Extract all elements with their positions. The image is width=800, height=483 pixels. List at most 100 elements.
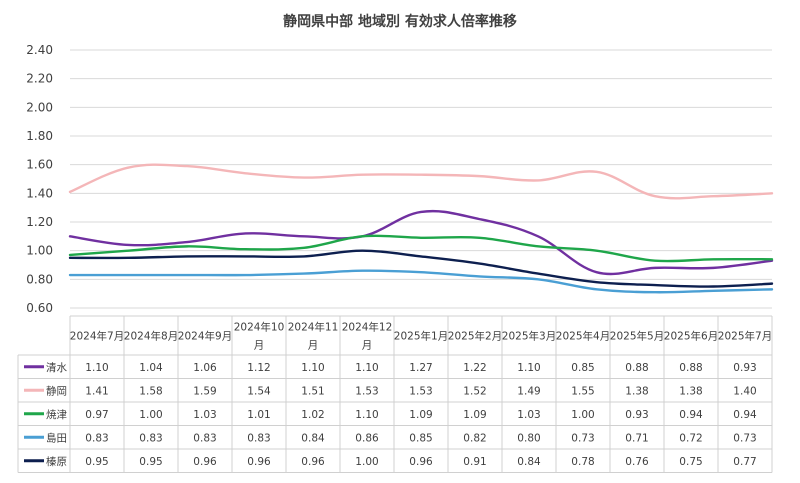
table-cell: 1.58: [139, 385, 162, 397]
y-tick-label: 1.80: [26, 129, 53, 143]
table-cell: 1.27: [409, 362, 432, 374]
table-cell: 1.49: [517, 385, 540, 397]
column-header: 月: [362, 340, 373, 352]
table-cell: 1.06: [193, 362, 217, 374]
table-cell: 0.94: [733, 409, 757, 421]
table-cell: 1.41: [85, 385, 108, 397]
series-line: [68, 269, 774, 294]
series-line: [68, 209, 774, 276]
column-header: 2024年8月: [124, 330, 178, 343]
series-lines: [68, 163, 774, 294]
table-cell: 1.38: [679, 385, 702, 397]
table-cell: 1.53: [409, 385, 432, 397]
table-cell: 1.00: [139, 409, 162, 421]
table-cell: 1.54: [247, 385, 271, 397]
column-header: 月: [308, 340, 319, 352]
table-cell: 0.86: [355, 432, 379, 444]
column-header: 2024年12: [342, 321, 393, 334]
table-cell: 1.04: [139, 362, 163, 374]
table-cell: 0.83: [193, 432, 216, 444]
table-cell: 1.01: [247, 409, 270, 421]
table-cell: 0.96: [193, 456, 217, 468]
series-label: 榛原: [46, 455, 67, 468]
table-cell: 1.10: [85, 362, 108, 374]
table-cell: 0.93: [733, 362, 756, 374]
y-axis-ticks: 0.60 0.80 1.00 1.20 1.40 1.60 1.80 2.00 2.20 2.40: [26, 43, 53, 315]
series-label: 静岡: [46, 384, 67, 397]
table-cell: 1.03: [193, 409, 216, 421]
y-tick-label: 1.20: [26, 215, 53, 229]
column-header: 2025年1月: [394, 330, 448, 343]
column-header: 2024年11: [288, 321, 339, 334]
column-header: 2025年5月: [610, 330, 664, 343]
table-cell: 0.93: [625, 409, 648, 421]
series-label: 清水: [46, 361, 67, 374]
table-cell: 0.96: [409, 456, 433, 468]
table-cell: 0.84: [517, 456, 541, 468]
table-cell: 1.22: [463, 362, 486, 374]
y-tick-label: 0.60: [26, 301, 53, 315]
table-cell: 0.71: [625, 432, 648, 444]
table-cell: 1.09: [463, 409, 486, 421]
table-cell: 0.72: [679, 432, 702, 444]
table-cell: 1.38: [625, 385, 648, 397]
chart-title: 静岡県中部 地域別 有効求人倍率推移: [283, 13, 517, 30]
y-tick-label: 1.00: [26, 244, 53, 258]
column-header: 2025年3月: [502, 330, 556, 343]
table-cell: 0.96: [301, 456, 325, 468]
series-label: 焼津: [46, 409, 67, 421]
series-line: [68, 249, 774, 288]
table-cell: 0.73: [571, 432, 594, 444]
table-cell: 1.40: [733, 385, 756, 397]
table-cell: 1.00: [355, 456, 378, 468]
table-cell: 0.83: [139, 432, 162, 444]
table-cell: 1.10: [301, 362, 324, 374]
y-tick-label: 2.00: [26, 100, 53, 114]
table-cell: 1.10: [355, 362, 378, 374]
table-cell: 0.85: [571, 362, 594, 374]
y-tick-label: 1.40: [26, 186, 53, 200]
column-header: 2024年9月: [178, 330, 232, 343]
table-cell: 1.00: [571, 409, 594, 421]
table-cell: 0.78: [571, 456, 594, 468]
table-cell: 0.83: [247, 432, 270, 444]
gridlines: [70, 49, 772, 309]
column-header: 2025年2月: [448, 330, 502, 343]
column-header: 2025年4月: [556, 330, 610, 343]
table-cell: 1.53: [355, 385, 378, 397]
table-cell: 1.12: [247, 362, 270, 374]
table-cell: 0.85: [409, 432, 432, 444]
column-header: 2024年7月: [70, 330, 124, 343]
y-tick-label: 1.60: [26, 158, 53, 172]
column-header: 2024年10: [234, 321, 285, 334]
table-cell: 0.77: [733, 456, 756, 468]
table-cell: 0.91: [463, 456, 486, 468]
table-cell: 1.02: [301, 409, 324, 421]
series-line: [68, 163, 774, 200]
table-cell: 1.59: [193, 385, 216, 397]
table-cell: 0.75: [679, 456, 702, 468]
table-cell: 1.52: [463, 385, 486, 397]
table-cell: 1.10: [517, 362, 540, 374]
table-cell: 1.55: [571, 385, 594, 397]
table-cell: 0.97: [85, 409, 108, 421]
table-cell: 0.73: [733, 432, 756, 444]
y-tick-label: 2.40: [26, 43, 53, 57]
table-cell: 0.95: [85, 456, 108, 468]
table-cell: 0.76: [625, 456, 649, 468]
table-cell: 0.96: [247, 456, 271, 468]
y-tick-label: 0.80: [26, 272, 53, 286]
table-cell: 1.03: [517, 409, 540, 421]
column-header: 2025年6月: [664, 330, 718, 343]
table-cell: 0.95: [139, 456, 162, 468]
table-cell: 0.88: [625, 362, 648, 374]
table-cell: 0.88: [679, 362, 702, 374]
table-cell: 0.82: [463, 432, 486, 444]
series-line: [68, 234, 774, 263]
table-cell: 0.83: [85, 432, 108, 444]
column-header: 月: [254, 340, 265, 352]
series-label: 島田: [46, 431, 67, 444]
table-cell: 0.94: [679, 409, 703, 421]
y-tick-label: 2.20: [26, 72, 53, 86]
